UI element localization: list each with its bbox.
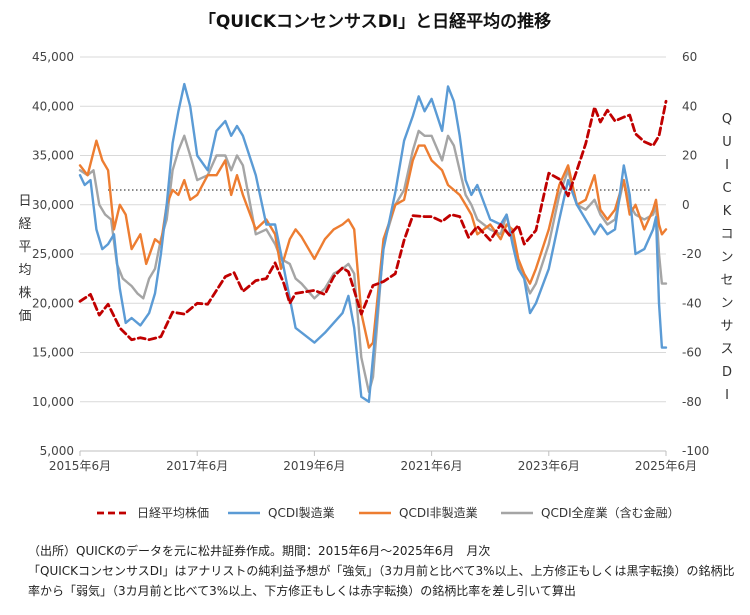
source-note: （出所）QUICKのデータを元に松井証券作成。期間：2015年6月～2025年6… (28, 544, 491, 558)
axes: 5,000 10,000 15,000 20,000 25,000 30,000 35,00… (32, 50, 709, 473)
axis-label-char: 価 (18, 309, 31, 324)
axis-label-char: サ (720, 319, 733, 334)
series-line-1 (78, 82, 668, 403)
chart: 「QUICKコンセンサスDI」と日経平均の推移 5,000 10,000 15,00… (18, 11, 733, 520)
axis-label-char: I (725, 158, 729, 173)
y-axis-label-right: QUICKコンセンサスDI (720, 112, 733, 403)
x-tick-label: 2017年6月 (166, 459, 228, 473)
axis-label-char: Q (722, 112, 732, 127)
y-tick-left: 20,000 (32, 296, 74, 310)
legend: 日経平均株価 QCDI製造業 QCDI非製造業 QCDI全産業（含む金融） (97, 505, 680, 520)
y-tick-left: 30,000 (32, 198, 74, 212)
legend-label: QCDI全産業（含む金融） (541, 505, 680, 520)
series-line-2 (78, 139, 668, 349)
y-tick-left: 40,000 (32, 99, 74, 113)
axis-label-char: コ (720, 227, 733, 242)
y-tick-right: -60 (682, 346, 702, 360)
legend-label: 日経平均株価 (137, 505, 209, 520)
y-tick-right: -40 (682, 296, 702, 310)
x-tick-label: 2021年6月 (401, 459, 463, 473)
y-tick-right: -20 (682, 247, 702, 261)
y-tick-left: 10,000 (32, 395, 74, 409)
y-tick-left: 5,000 (40, 444, 74, 458)
y-tick-left: 35,000 (32, 149, 74, 163)
description-note: 「QUICKコンセンサスDI」はアナリストの純利益予想が「強気」（3カ月前と比べ… (28, 564, 735, 598)
axis-label-char: K (723, 204, 732, 219)
y-tick-left: 15,000 (32, 346, 74, 360)
x-tick-label: 2015年6月 (49, 459, 111, 473)
axis-label-char: ン (720, 296, 733, 311)
chart-title: 「QUICKコンセンサスDI」と日経平均の推移 (199, 11, 551, 32)
y-tick-right: -80 (682, 395, 702, 409)
axis-label-char: ス (720, 342, 733, 357)
y-tick-right: 20 (682, 149, 697, 163)
y-tick-right: 60 (682, 50, 697, 64)
y-tick-left: 25,000 (32, 247, 74, 261)
x-tick-label: 2019年6月 (283, 459, 345, 473)
axis-label-char: 株 (18, 286, 31, 301)
axis-label-char: 平 (18, 240, 31, 255)
axis-label-char: 均 (18, 263, 31, 278)
axis-label-char: セ (720, 273, 733, 288)
y-tick-left: 45,000 (32, 50, 74, 64)
x-tick-label: 2025年6月 (635, 459, 697, 473)
y-axis-label-left: 日経平均株価 (18, 194, 31, 324)
x-tick-label: 2023年6月 (518, 459, 580, 473)
series-lines (78, 82, 668, 403)
axis-label-char: D (722, 365, 732, 380)
chart-notes: （出所）QUICKのデータを元に松井証券作成。期間：2015年6月～2025年6… (28, 541, 740, 601)
axis-label-char: C (722, 181, 731, 196)
y-tick-right: -100 (682, 444, 709, 458)
axis-label-char: U (722, 135, 732, 150)
y-tick-right: 40 (682, 99, 697, 113)
axis-label-char: I (725, 388, 729, 403)
axis-label-char: 日 (18, 194, 31, 209)
legend-label: QCDI製造業 (268, 506, 335, 520)
axis-label-char: 経 (18, 217, 31, 232)
y-tick-right: 0 (682, 198, 690, 212)
series-line-0 (78, 99, 668, 342)
axis-label-char: ン (720, 250, 733, 265)
legend-label: QCDI非製造業 (399, 506, 478, 520)
